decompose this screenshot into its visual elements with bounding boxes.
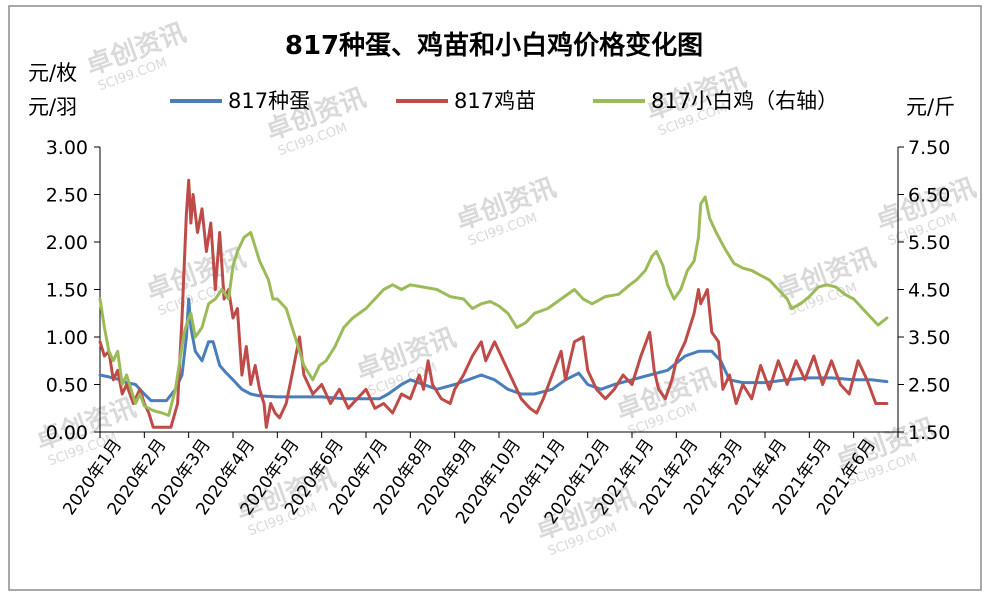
left-y-tick-label: 2.00 [46,232,88,254]
series-layer [98,178,889,429]
left-y-tick-label: 0.00 [46,422,88,444]
left-y-tick-label: 1.00 [46,327,88,349]
right-y-tick-label: 2.50 [908,375,950,397]
legend-label: 817鸡苗 [454,89,536,113]
chart-title: 817种蛋、鸡苗和小白鸡价格变化图 [285,30,703,61]
legend-label: 817种蛋 [228,89,310,113]
left-y-tick-label: 3.00 [46,137,88,159]
chart-border [8,5,982,591]
legend-label: 817小白鸡（右轴） [651,89,838,113]
right-y-tick-label: 4.50 [908,280,950,302]
right-y-tick-label: 1.50 [908,422,950,444]
left-y-tick-label: 1.50 [46,280,88,302]
right-y-tick-label: 3.50 [908,327,950,349]
right-y-tick-label: 7.50 [908,137,950,159]
left-axis-unit-egg: 元/枚 [28,61,77,85]
right-y-tick-label: 5.50 [908,232,950,254]
left-y-tick-label: 0.50 [46,375,88,397]
legend: 817种蛋 817鸡苗 817小白鸡（右轴） [170,89,838,113]
right-axis-unit: 元/斤 [906,95,955,119]
series-line-3 [98,195,889,417]
watermark-layer: 卓创资讯SCI99.COM卓创资讯SCI99.COM卓创资讯SCI99.COM卓… [32,18,980,559]
series-line-2 [98,178,889,429]
left-y-tick-label: 2.50 [46,185,88,207]
left-axis-unit-chick: 元/羽 [28,95,77,119]
right-y-tick-label: 6.50 [908,185,950,207]
